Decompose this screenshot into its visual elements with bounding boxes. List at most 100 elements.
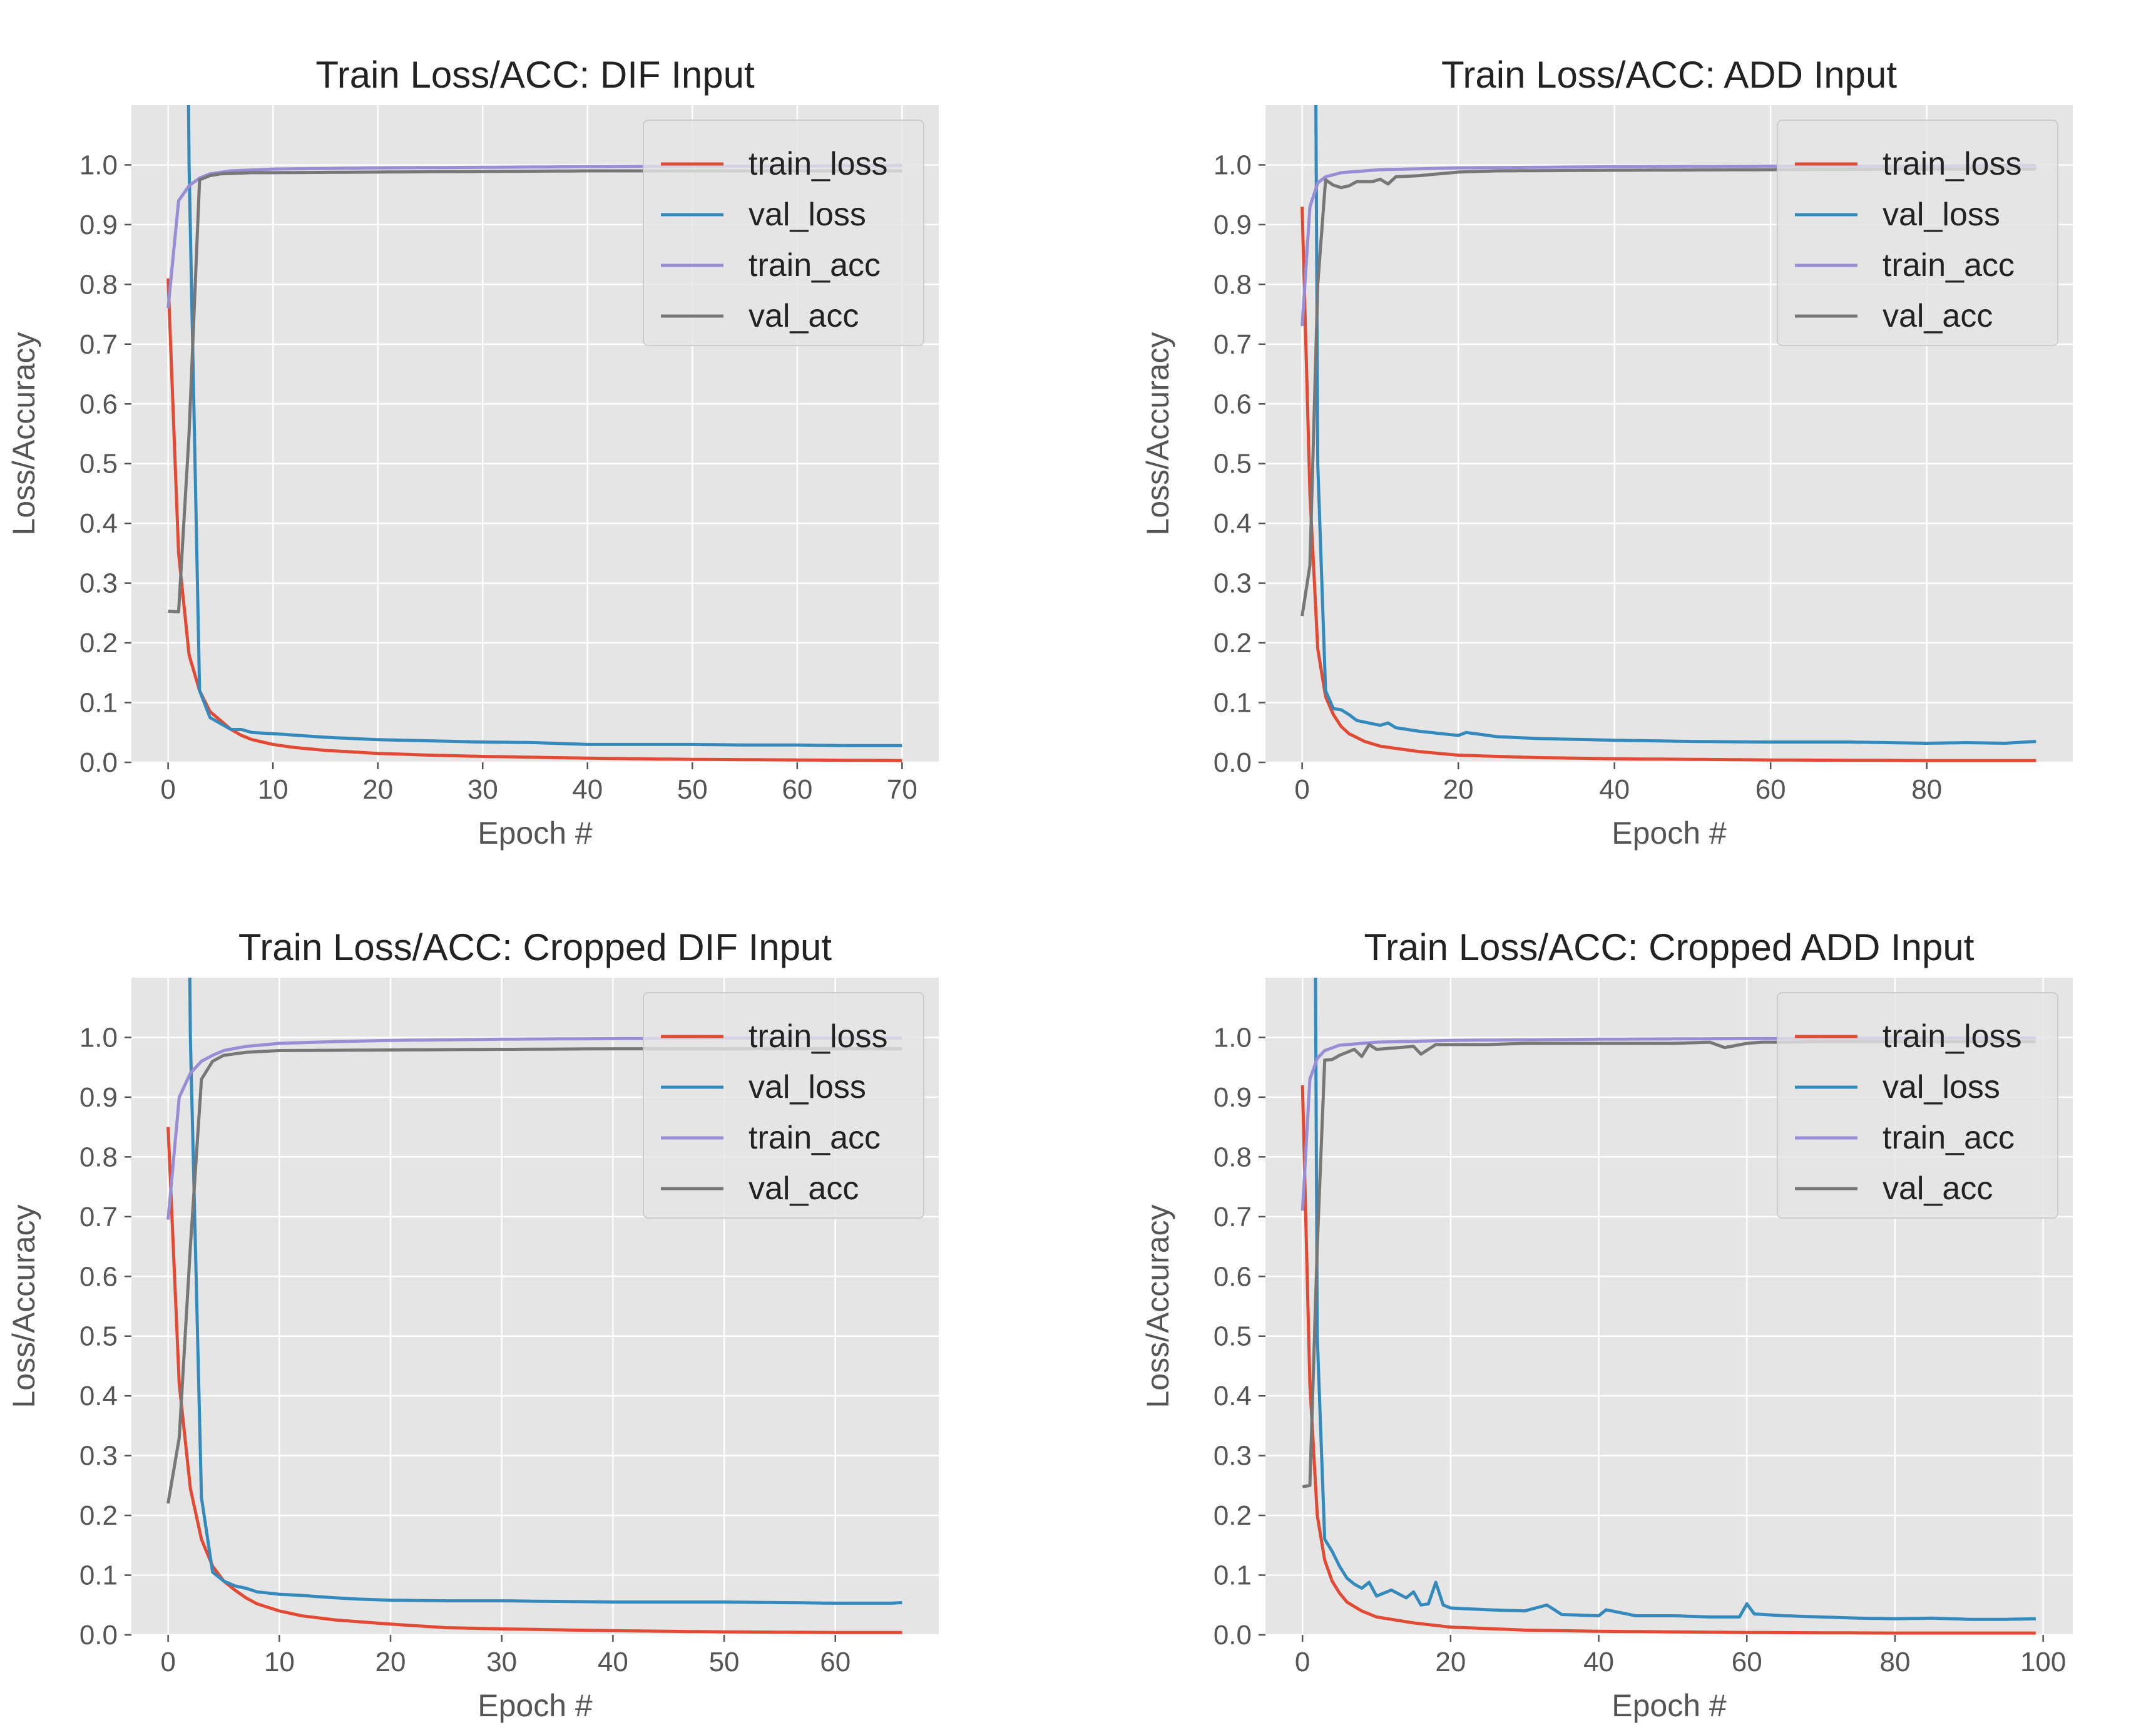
- chart-panel-4: 0 20 40 60 80 100 0.0 0.1 0.2 0.3 0.4 0.5 0.6 0.7 0.8 0…: [1140, 926, 2073, 1723]
- y-tick-label: 0.5: [79, 1321, 118, 1352]
- x-axis-label: Epoch #: [478, 816, 593, 851]
- legend-label-val-loss: val_loss: [748, 197, 866, 233]
- series-line-val-loss: [1314, 105, 2036, 745]
- x-tick-label: 100: [2020, 1647, 2066, 1677]
- y-axis-label: Loss/Accuracy: [6, 1204, 41, 1408]
- y-tick-label: 0.7: [1213, 1202, 1252, 1232]
- y-tick-label: 0.7: [1213, 329, 1252, 360]
- y-tick-label: 0.6: [1213, 389, 1252, 419]
- x-tick-label: 60: [1732, 1647, 1762, 1677]
- legend-label-train-acc: train_acc: [748, 247, 881, 284]
- y-axis-label: Loss/Accuracy: [1140, 1204, 1175, 1408]
- x-tick-label: 0: [160, 774, 175, 805]
- x-tick-label: 30: [486, 1647, 517, 1677]
- legend-box: [643, 992, 924, 1219]
- x-tick-label: 20: [1443, 774, 1474, 805]
- legend: train_loss val_loss train_acc val_acc: [1777, 120, 2058, 346]
- y-tick-label: 0.0: [79, 1620, 118, 1651]
- x-tick-label: 40: [1599, 774, 1630, 805]
- y-tick-label: 0.7: [79, 1202, 118, 1232]
- y-tick-label: 0.3: [1213, 1441, 1252, 1472]
- chart-panel-3: 0 10 20 30 40 50 60 0.0 0.1 0.2 0.3 0.4 0.5 0.6 0.7 0.8…: [6, 926, 939, 1723]
- y-tick-label: 0.3: [79, 1441, 118, 1472]
- x-tick-label: 20: [376, 1647, 406, 1677]
- x-tick-label: 40: [572, 774, 603, 805]
- y-tick-label: 0.8: [79, 1142, 118, 1172]
- y-tick-label: 0.4: [1213, 508, 1252, 539]
- legend: train_loss val_loss train_acc val_acc: [1777, 992, 2058, 1219]
- y-tick-label: 0.9: [1213, 1082, 1252, 1113]
- y-tick-label: 1.0: [1213, 1022, 1252, 1053]
- y-tick-label: 0.5: [1213, 449, 1252, 479]
- x-tick-label: 60: [782, 774, 812, 805]
- y-tick-label: 0.9: [79, 210, 118, 240]
- legend-label-val-loss: val_loss: [1883, 1069, 2000, 1105]
- x-tick-label: 70: [887, 774, 917, 805]
- y-tick-label: 1.0: [1213, 150, 1252, 180]
- series-line-train-loss: [1300, 207, 2036, 762]
- y-tick-label: 0.8: [1213, 269, 1252, 300]
- grid-lines: [131, 978, 939, 1636]
- y-tick-label: 0.3: [79, 568, 118, 599]
- legend-label-train-acc: train_acc: [1883, 247, 2015, 284]
- y-tick-label: 0.4: [1213, 1381, 1252, 1411]
- y-tick-label: 0.0: [1213, 1620, 1252, 1651]
- chart-title: Train Loss/ACC: DIF Input: [315, 54, 755, 96]
- legend-label-train-loss: train_loss: [748, 146, 888, 182]
- series-line-train-loss: [166, 1127, 902, 1634]
- x-tick-label: 10: [264, 1647, 295, 1677]
- y-tick-label: 0.4: [79, 1381, 118, 1411]
- x-axis-label: Epoch #: [1612, 1688, 1727, 1723]
- y-tick-label: 0.0: [79, 747, 118, 778]
- x-tick-label: 10: [258, 774, 289, 805]
- y-tick-label: 0.2: [1213, 628, 1252, 658]
- legend-label-val-loss: val_loss: [1883, 197, 2000, 233]
- legend-label-val-acc: val_acc: [1883, 298, 1993, 334]
- y-tick-label: 0.5: [1213, 1321, 1252, 1352]
- series-line-val-loss: [186, 105, 902, 747]
- legend-label-train-acc: train_acc: [1883, 1120, 2015, 1156]
- y-tick-label: 0.8: [79, 269, 118, 300]
- legend-label-train-loss: train_loss: [1883, 146, 2022, 182]
- x-tick-label: 20: [362, 774, 393, 805]
- series-line-val-loss: [188, 978, 902, 1605]
- axis-ticks: 0 20 40 60 80 0.0 0.1 0.2 0.3 0.4 0.5 0.6 0.7 0.8 0.9 1…: [1213, 150, 1942, 805]
- y-tick-label: 0.1: [79, 688, 118, 719]
- x-tick-label: 80: [1879, 1647, 1910, 1677]
- y-axis-label: Loss/Accuracy: [1140, 332, 1175, 535]
- legend-label-val-acc: val_acc: [1883, 1170, 1993, 1207]
- legend-box: [1777, 120, 2058, 346]
- series-line-train-loss: [1300, 1085, 2036, 1635]
- y-tick-label: 0.1: [1213, 1560, 1252, 1591]
- x-tick-label: 60: [1755, 774, 1786, 805]
- x-axis-label: Epoch #: [478, 1688, 593, 1723]
- x-axis-label: Epoch #: [1612, 816, 1727, 851]
- x-tick-label: 0: [1295, 1647, 1310, 1677]
- chart-panel-2: 0 20 40 60 80 0.0 0.1 0.2 0.3 0.4 0.5 0.6 0.7 0.8 0.9 1…: [1140, 54, 2073, 851]
- axis-ticks: 0 10 20 30 40 50 60 70 0.0 0.1 0.2 0.3 0.4 0.5 0.6 0.7 0…: [79, 150, 917, 805]
- y-tick-label: 0.7: [79, 329, 118, 360]
- y-tick-label: 0.4: [79, 508, 118, 539]
- y-tick-label: 0.3: [1213, 568, 1252, 599]
- x-tick-label: 20: [1435, 1647, 1466, 1677]
- y-tick-label: 0.8: [1213, 1142, 1252, 1172]
- x-tick-label: 60: [820, 1647, 851, 1677]
- x-tick-label: 80: [1911, 774, 1942, 805]
- series-line-train-loss: [166, 278, 902, 762]
- y-tick-label: 0.2: [79, 1500, 118, 1531]
- series-line-val-loss: [1314, 978, 2036, 1621]
- y-tick-label: 1.0: [79, 1022, 118, 1053]
- axis-ticks: 0 10 20 30 40 50 60 0.0 0.1 0.2 0.3 0.4 0.5 0.6 0.7 0.8…: [79, 1022, 851, 1677]
- chart-title: Train Loss/ACC: Cropped DIF Input: [238, 926, 832, 968]
- y-tick-label: 1.0: [79, 150, 118, 180]
- x-tick-label: 50: [677, 774, 708, 805]
- legend-label-train-acc: train_acc: [748, 1120, 881, 1156]
- x-tick-label: 40: [598, 1647, 628, 1677]
- chart-title: Train Loss/ACC: Cropped ADD Input: [1364, 926, 1975, 968]
- legend-label-val-loss: val_loss: [748, 1069, 866, 1105]
- legend-label-val-acc: val_acc: [748, 298, 859, 334]
- legend: train_loss val_loss train_acc val_acc: [643, 120, 924, 346]
- y-tick-label: 0.2: [79, 628, 118, 658]
- legend-label-train-loss: train_loss: [1883, 1018, 2022, 1055]
